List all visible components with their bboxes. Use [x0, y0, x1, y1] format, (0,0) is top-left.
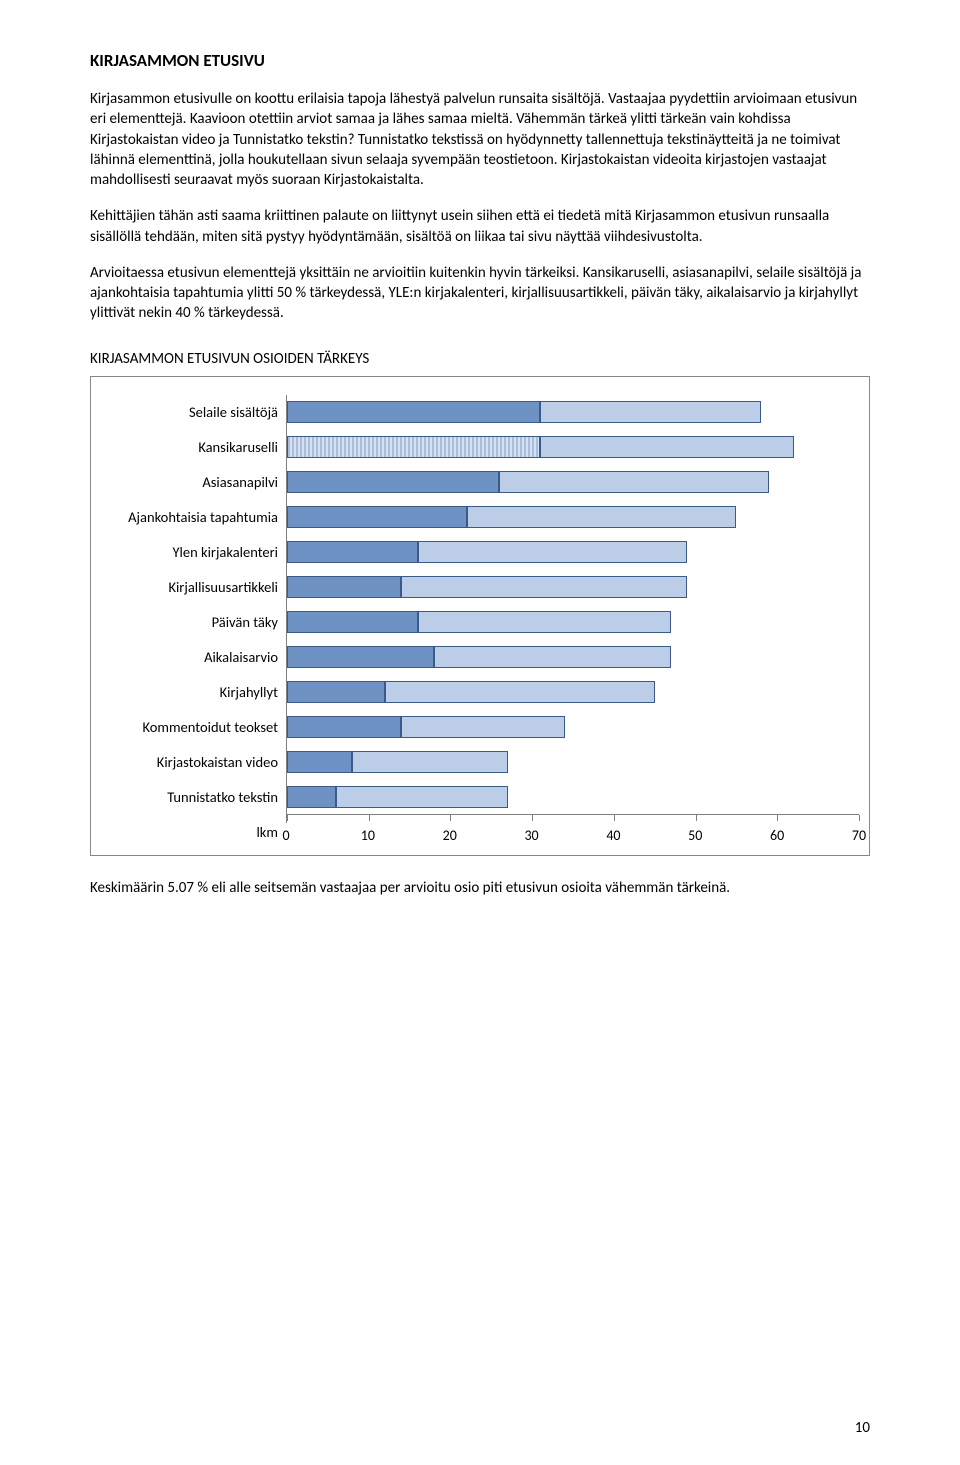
bar-segment-1 [287, 576, 401, 598]
x-tick-label: 30 [524, 827, 538, 844]
chart-row: Kirjastokaistan video [101, 745, 859, 780]
chart-plot [286, 710, 859, 745]
bar-segment-1 [287, 751, 352, 773]
chart-body: Selaile sisältöjä Kansikaruselli Asiasanap… [101, 395, 859, 845]
chart-row: Kirjallisuusartikkeli [101, 570, 859, 605]
bar-segment-1 [287, 471, 499, 493]
category-label: Kirjallisuusartikkeli [101, 578, 286, 596]
category-label: Selaile sisältöjä [101, 403, 286, 421]
bar-track [287, 751, 859, 773]
page-title: KIRJASAMMON ETUSIVU [90, 50, 870, 71]
bar-track [287, 471, 859, 493]
bar-segment-2 [418, 611, 671, 633]
category-label: Asiasanapilvi [101, 473, 286, 491]
bar-segment-2 [336, 786, 508, 808]
bar-segment-1 [287, 506, 467, 528]
bar-segment-2 [434, 646, 671, 668]
chart-plot [286, 465, 859, 500]
chart-plot [286, 780, 859, 815]
chart-title: KIRJASAMMON ETUSIVUN OSIOIDEN TÄRKEYS [90, 350, 870, 368]
chart-row: Ajankohtaisia tapahtumia [101, 500, 859, 535]
chart-plot [286, 570, 859, 605]
bar-segment-2 [540, 401, 761, 423]
category-label: Kansikaruselli [101, 438, 286, 456]
category-label: Päivän täky [101, 613, 286, 631]
x-tick-label: 20 [443, 827, 457, 844]
bar-track [287, 786, 859, 808]
bar-segment-2 [401, 716, 564, 738]
bar-track [287, 541, 859, 563]
bar-track [287, 506, 859, 528]
bar-segment-1 [287, 541, 418, 563]
bar-track [287, 436, 859, 458]
x-tick-label: 70 [852, 827, 866, 844]
chart-plot [286, 535, 859, 570]
x-axis-title: lkm [101, 823, 286, 841]
bar-track [287, 646, 859, 668]
chart-plot [286, 395, 859, 430]
chart-plot [286, 675, 859, 710]
footer-paragraph: Keskimäärin 5.07 % eli alle seitsemän va… [90, 878, 870, 898]
x-tick-label: 50 [688, 827, 702, 844]
chart-plot [286, 500, 859, 535]
chart-row: Aikalaisarvio [101, 640, 859, 675]
bar-segment-2 [385, 681, 655, 703]
bar-segment-1 [287, 681, 385, 703]
bar-segment-2 [467, 506, 737, 528]
chart-container: Selaile sisältöjä Kansikaruselli Asiasanap… [90, 376, 870, 856]
bar-track [287, 681, 859, 703]
bar-segment-2 [418, 541, 688, 563]
chart-row: Kirjahyllyt [101, 675, 859, 710]
chart-plot [286, 605, 859, 640]
chart-row: Selaile sisältöjä [101, 395, 859, 430]
bar-track [287, 611, 859, 633]
bar-segment-2 [540, 436, 793, 458]
bar-segment-2 [499, 471, 769, 493]
bar-segment-1 [287, 716, 401, 738]
paragraph-2: Kehittäjien tähän asti saama kriittinen … [90, 206, 870, 247]
category-label: Tunnistatko tekstin [101, 788, 286, 806]
chart-row: Ylen kirjakalenteri [101, 535, 859, 570]
chart-row: Asiasanapilvi [101, 465, 859, 500]
chart-plot [286, 640, 859, 675]
x-tick-label: 10 [361, 827, 375, 844]
bar-track [287, 576, 859, 598]
category-label: Kirjahyllyt [101, 683, 286, 701]
bar-segment-1 [287, 611, 418, 633]
x-tick-label: 40 [606, 827, 620, 844]
page-number: 10 [855, 1419, 870, 1437]
category-label: Ajankohtaisia tapahtumia [101, 508, 286, 526]
chart-row: Tunnistatko tekstin [101, 780, 859, 815]
bar-segment-2 [401, 576, 687, 598]
category-label: Kirjastokaistan video [101, 753, 286, 771]
bar-track [287, 716, 859, 738]
bar-segment-2 [352, 751, 507, 773]
category-label: Kommentoidut teokset [101, 718, 286, 736]
chart-plot [286, 430, 859, 465]
bar-segment-1 [287, 436, 540, 458]
category-label: Ylen kirjakalenteri [101, 543, 286, 561]
bar-segment-1 [287, 646, 434, 668]
paragraph-1: Kirjasammon etusivulle on koottu erilais… [90, 89, 870, 190]
x-tick-label: 0 [282, 827, 289, 844]
bar-track [287, 401, 859, 423]
x-tick-label: 60 [770, 827, 784, 844]
chart-row: Päivän täky [101, 605, 859, 640]
chart-row: Kansikaruselli [101, 430, 859, 465]
bar-segment-1 [287, 401, 540, 423]
chart-row: Kommentoidut teokset [101, 710, 859, 745]
category-label: Aikalaisarvio [101, 648, 286, 666]
bar-segment-1 [287, 786, 336, 808]
chart-plot [286, 745, 859, 780]
paragraph-3: Arvioitaessa etusivun elementtejä yksitt… [90, 263, 870, 324]
